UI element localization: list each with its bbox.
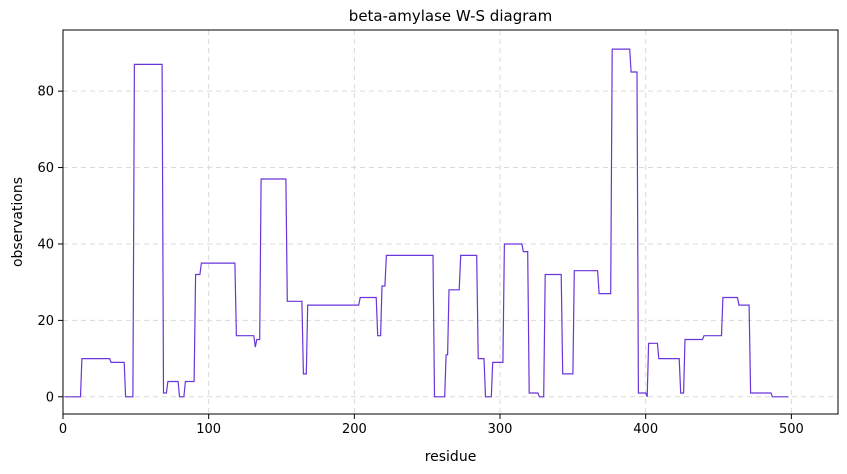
x-tick-label: 400 (633, 422, 658, 437)
series-layer (64, 48, 789, 398)
series-line (64, 48, 789, 398)
chart-title: beta-amylase W-S diagram (349, 7, 552, 25)
grid (62, 30, 838, 414)
y-tick-label: 80 (37, 85, 54, 100)
x-tick-label: 0 (59, 422, 67, 437)
y-tick-label: 40 (37, 237, 54, 252)
y-tick-label: 0 (46, 390, 54, 405)
y-tick-label: 20 (37, 314, 54, 329)
x-tick-label: 200 (342, 422, 367, 437)
x-axis-label: residue (425, 449, 477, 465)
x-tick-label: 500 (779, 422, 804, 437)
x-tick-label: 100 (196, 422, 221, 437)
y-axis-label: observations (10, 177, 26, 267)
x-tick-label: 300 (488, 422, 513, 437)
y-tick-label: 60 (37, 161, 54, 176)
plot-frame (62, 29, 839, 415)
ticks: 0 100 200 300 400 500 0 20 40 60 80 (37, 85, 803, 437)
